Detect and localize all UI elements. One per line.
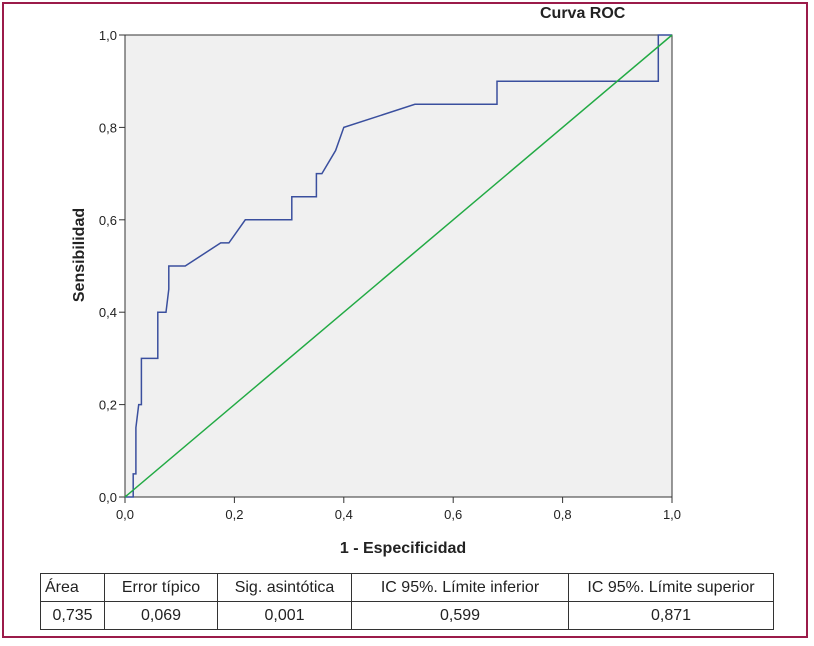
- x-axis-label: 1 - Especificidad: [339, 540, 467, 557]
- header-sig: Sig. asintótica: [217, 573, 352, 602]
- value-ic-upper: 0,871: [568, 601, 774, 630]
- figure-frame: [2, 2, 808, 638]
- x-tick-label: 0,8: [554, 507, 572, 522]
- header-area: Área: [40, 573, 105, 602]
- value-error: 0,069: [104, 601, 218, 630]
- stats-header-row: Área Error típico Sig. asintótica IC 95%…: [40, 573, 774, 602]
- x-tick-label: 0,0: [116, 507, 134, 522]
- x-tick-label: 0,6: [444, 507, 462, 522]
- y-tick-label: 1,0: [99, 28, 117, 43]
- y-tick-label: 0,6: [99, 213, 117, 228]
- header-ic-lower: IC 95%. Límite inferior: [351, 573, 569, 602]
- header-ic-upper: IC 95%. Límite superior: [568, 573, 774, 602]
- reference-diagonal-line: [124, 34, 673, 498]
- roc-chart: 0,0 0,2 0,4 0,6 0,8 1,0 0,0 0,2 0,4 0,6 0,8 1,0: [99, 28, 681, 522]
- value-sig: 0,001: [217, 601, 352, 630]
- value-ic-lower: 0,599: [351, 601, 569, 630]
- chart-title: Curva ROC: [540, 5, 626, 22]
- stats-value-row: 0,735 0,069 0,001 0,599 0,871: [40, 601, 774, 630]
- stats-table: Área Error típico Sig. asintótica IC 95%…: [40, 573, 774, 630]
- y-tick-label: 0,2: [99, 398, 117, 413]
- roc-curve-line: [125, 34, 672, 498]
- y-tick-label: 0,8: [99, 120, 117, 135]
- x-tick-label: 0,4: [335, 507, 353, 522]
- x-tick-label: 0,2: [225, 507, 243, 522]
- x-tick-label: 1,0: [663, 507, 681, 522]
- y-tick-label: 0,0: [99, 490, 117, 505]
- header-error: Error típico: [104, 573, 218, 602]
- value-area: 0,735: [40, 601, 105, 630]
- y-tick-label: 0,4: [99, 305, 117, 320]
